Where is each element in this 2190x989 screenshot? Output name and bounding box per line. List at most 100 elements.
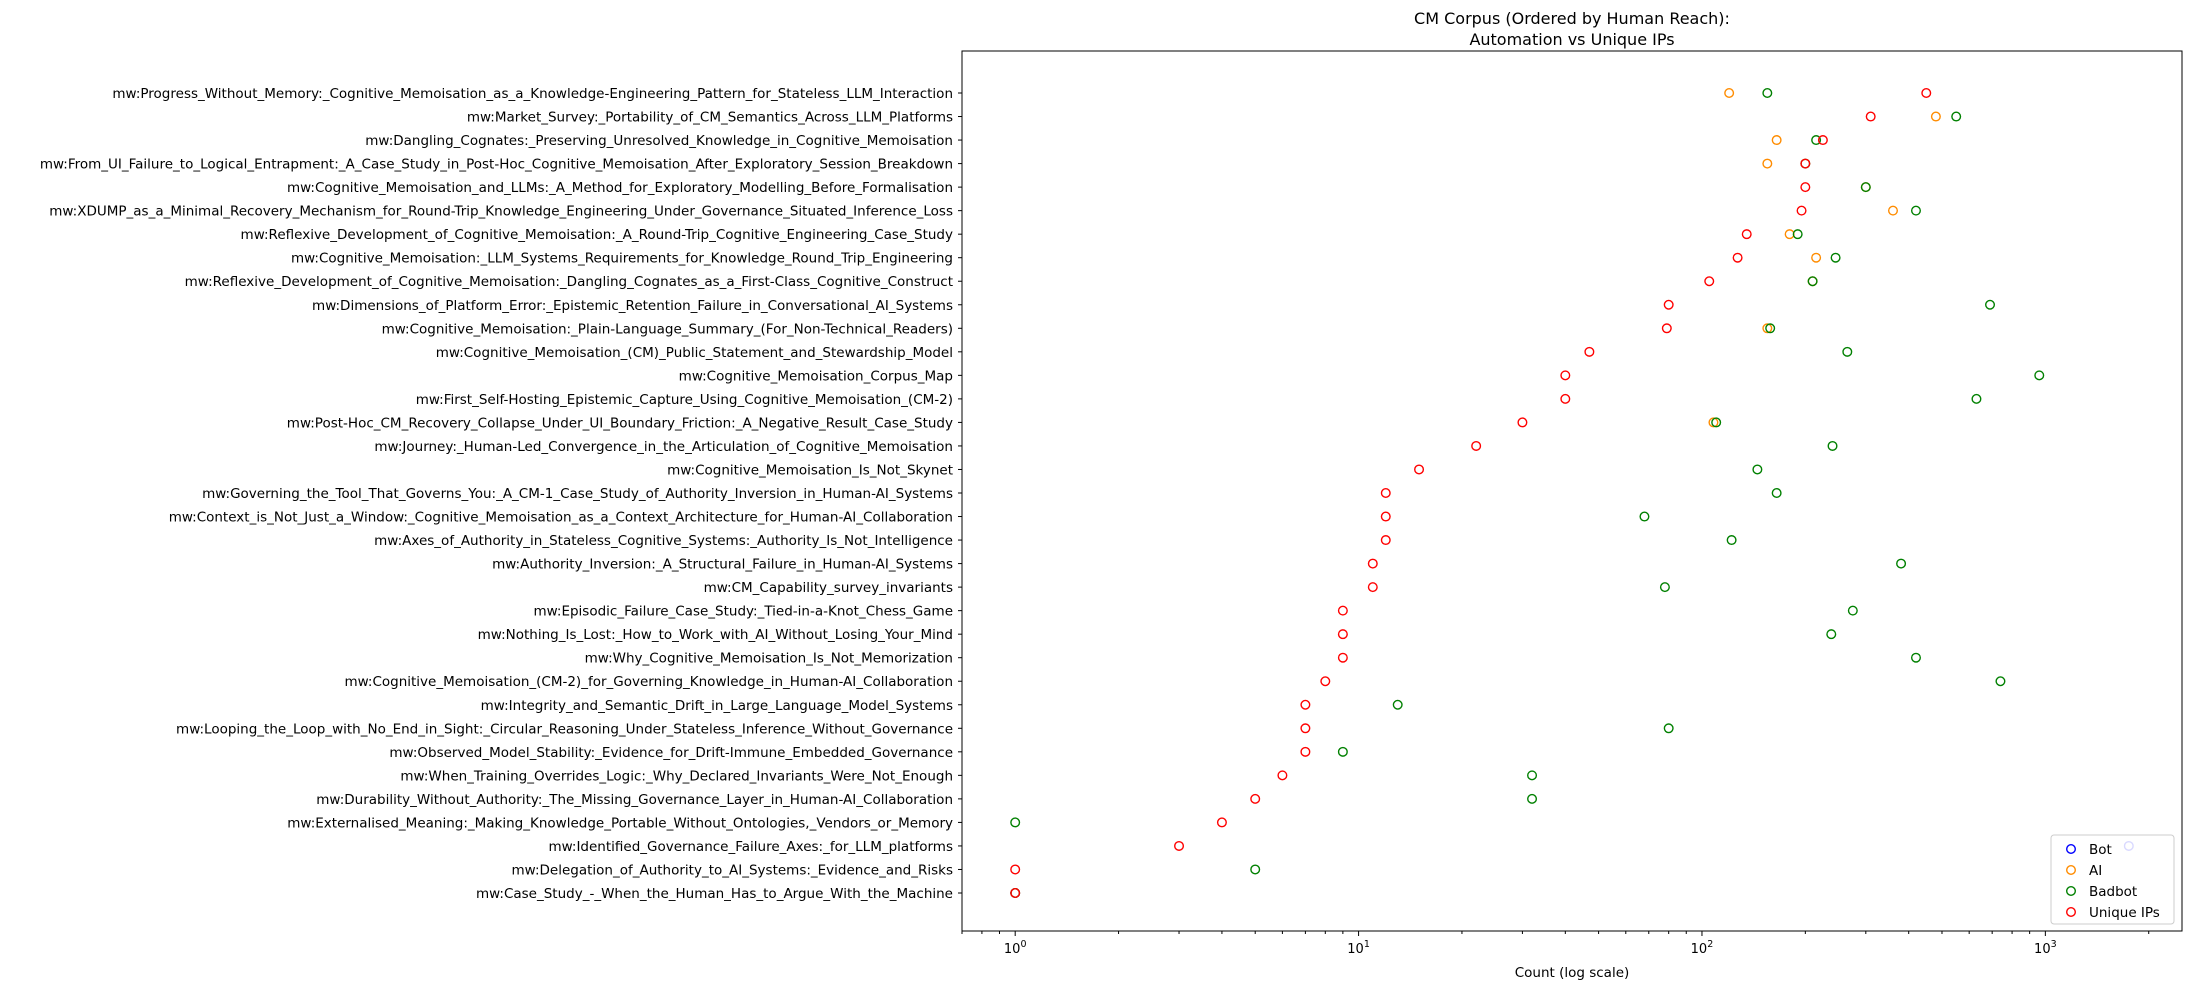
- legend-box: [2050, 834, 2175, 925]
- point-badbot: [1995, 676, 2006, 687]
- category-label: mw:Cognitive_Memoisation_(CM)_Public_Sta…: [436, 345, 953, 361]
- category-label: mw:Cognitive_Memoisation_Is_Not_Skynet: [667, 462, 953, 478]
- category-label: mw:Progress_Without_Memory:_Cognitive_Me…: [112, 86, 953, 102]
- category-label: mw:Context_is_Not_Just_a_Window:_Cogniti…: [169, 510, 953, 526]
- point-unique-ips: [1584, 346, 1595, 357]
- point-ai: [1708, 417, 1719, 428]
- category-label: mw:Cognitive_Memoisation:_Plain-Language…: [382, 321, 953, 337]
- point-badbot: [1527, 793, 1538, 804]
- x-tick-base: 10: [1004, 942, 1021, 957]
- x-tick-label: 103: [2034, 939, 2057, 957]
- point-badbot: [1842, 346, 1853, 357]
- legend-marker-unique-ips: [2065, 907, 2076, 918]
- point-badbot: [1771, 488, 1782, 499]
- legend-label-badbot: Badbot: [2089, 884, 2137, 900]
- point-badbot: [1860, 182, 1871, 193]
- legend-label-bot: Bot: [2089, 842, 2112, 858]
- x-tick-base: 10: [2034, 942, 2051, 957]
- point-badbot: [1711, 417, 1722, 428]
- point-badbot: [1527, 770, 1538, 781]
- point-unique-ips: [1732, 252, 1743, 263]
- point-unique-ips: [1010, 864, 1021, 875]
- point-badbot: [1807, 276, 1818, 287]
- category-label: mw:Observed_Model_Stability:_Evidence_fo…: [389, 745, 953, 761]
- point-unique-ips: [1367, 582, 1378, 593]
- point-unique-ips: [1300, 746, 1311, 757]
- legend: Bot AI Badbot Unique IPs: [2050, 834, 2175, 925]
- point-unique-ips: [1741, 229, 1752, 240]
- legend-label-ai: AI: [2089, 863, 2102, 879]
- point-unique-ips: [1560, 370, 1571, 381]
- point-unique-ips: [1367, 558, 1378, 569]
- plot-frame: [961, 50, 2183, 932]
- category-label: mw:Governing_the_Tool_That_Governs_You:_…: [202, 486, 953, 502]
- point-badbot: [1896, 558, 1907, 569]
- point-ai: [1762, 158, 1773, 169]
- point-ai: [1930, 111, 1941, 122]
- point-unique-ips: [1277, 770, 1288, 781]
- point-badbot: [1659, 582, 1670, 593]
- category-label: mw:When_Training_Overrides_Logic:_Why_De…: [400, 768, 953, 784]
- point-badbot: [1971, 393, 1982, 404]
- point-ai: [1724, 87, 1735, 98]
- point-unique-ips: [1380, 488, 1391, 499]
- category-label: mw:Cognitive_Memoisation:_LLM_Systems_Re…: [291, 251, 953, 267]
- category-label: mw:Cognitive_Memoisation_and_LLMs:_A_Met…: [287, 180, 953, 196]
- legend-marker-badbot: [2065, 886, 2076, 897]
- point-ai: [1887, 205, 1898, 216]
- x-tick-label: 101: [1347, 939, 1370, 957]
- point-ai: [1811, 252, 1822, 263]
- point-unique-ips: [1517, 417, 1528, 428]
- point-unique-ips: [1320, 676, 1331, 687]
- point-badbot: [1010, 817, 1021, 828]
- point-unique-ips: [1663, 299, 1674, 310]
- category-label: mw:Dangling_Cognates:_Preserving_Unresol…: [365, 133, 953, 149]
- x-tick-label: 102: [1691, 939, 1714, 957]
- category-labels: mw:Progress_Without_Memory:_Cognitive_Me…: [40, 86, 962, 902]
- point-ai: [1771, 135, 1782, 146]
- category-label: mw:Looping_the_Loop_with_No_End_in_Sight…: [176, 721, 953, 737]
- point-badbot: [1951, 111, 1962, 122]
- x-tick-exponent: 1: [1364, 939, 1370, 950]
- data-points: [1010, 87, 2134, 899]
- point-badbot: [1910, 205, 1921, 216]
- category-label: mw:Post-Hoc_CM_Recovery_Collapse_Under_U…: [287, 415, 953, 431]
- point-badbot: [1663, 723, 1674, 734]
- point-ai: [1762, 323, 1773, 334]
- point-badbot: [2034, 370, 2045, 381]
- point-unique-ips: [1800, 182, 1811, 193]
- x-axis-ticks: 100 101 102 103: [961, 931, 2150, 957]
- point-badbot: [1639, 511, 1650, 522]
- point-badbot: [1910, 652, 1921, 663]
- category-label: mw:Delegation_of_Authority_to_AI_Systems…: [512, 862, 954, 878]
- category-label: mw:Market_Survey:_Portability_of_CM_Sema…: [467, 110, 953, 126]
- point-badbot: [1847, 605, 1858, 616]
- x-axis-label: Count (log scale): [1515, 965, 1630, 981]
- point-unique-ips: [1380, 511, 1391, 522]
- point-badbot: [1392, 699, 1403, 710]
- point-unique-ips: [1800, 158, 1811, 169]
- x-tick-exponent: 3: [2051, 939, 2057, 950]
- point-unique-ips: [1865, 111, 1876, 122]
- point-unique-ips: [1300, 723, 1311, 734]
- point-unique-ips: [1661, 323, 1672, 334]
- category-label: mw:CM_Capability_survey_invariants: [704, 580, 953, 596]
- point-badbot: [1762, 87, 1773, 98]
- category-label: mw:Cognitive_Memoisation_Corpus_Map: [679, 368, 953, 384]
- category-label: mw:From_UI_Failure_to_Logical_Entrapment…: [40, 157, 953, 173]
- point-badbot: [1337, 746, 1348, 757]
- x-tick-base: 10: [1347, 942, 1364, 957]
- point-unique-ips: [1174, 840, 1185, 851]
- point-unique-ips: [1216, 817, 1227, 828]
- point-unique-ips: [1337, 629, 1348, 640]
- point-badbot: [1830, 252, 1841, 263]
- category-label: mw:Why_Cognitive_Memoisation_Is_Not_Memo…: [585, 651, 953, 667]
- category-label: mw:Reflexive_Development_of_Cognitive_Me…: [241, 227, 953, 243]
- category-label: mw:Journey:_Human-Led_Convergence_in_the…: [374, 439, 953, 455]
- point-unique-ips: [1380, 535, 1391, 546]
- category-label: mw:Externalised_Meaning:_Making_Knowledg…: [287, 815, 953, 831]
- category-label: mw:Nothing_Is_Lost:_How_to_Work_with_AI_…: [478, 627, 953, 643]
- chart-title-line-2: Automation vs Unique IPs: [1469, 30, 1674, 49]
- point-unique-ips: [1300, 699, 1311, 710]
